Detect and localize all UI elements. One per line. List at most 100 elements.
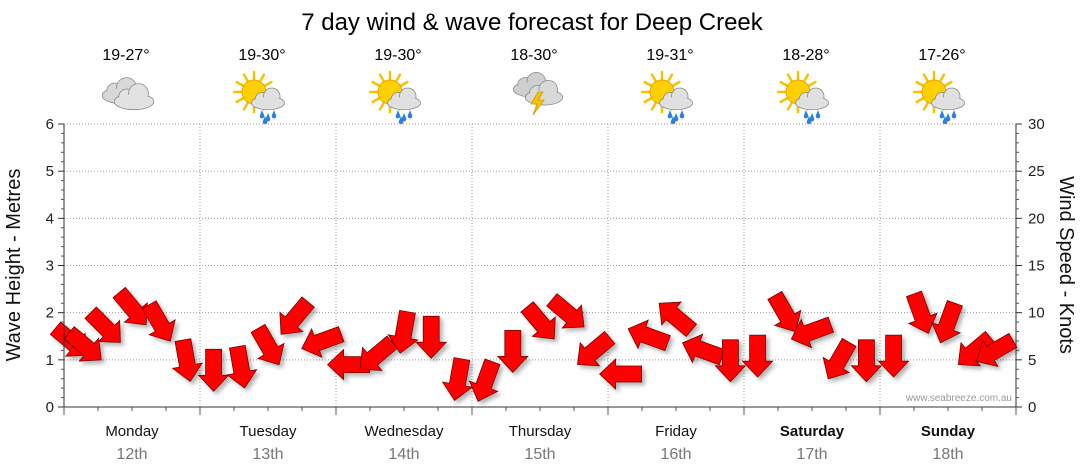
- sun-ray: [371, 97, 380, 104]
- plot-background: [64, 124, 1016, 407]
- wind-arrows: [49, 286, 1018, 402]
- right-tick-label: 0: [1028, 399, 1036, 416]
- left-tick-label: 0: [46, 399, 54, 416]
- wind-arrow: [415, 315, 448, 359]
- day-name-label: Tuesday: [240, 423, 297, 440]
- wind-arrow: [359, 335, 398, 371]
- rain-drop: [673, 113, 679, 122]
- sun-ray: [786, 73, 793, 82]
- wind-arrow: [141, 300, 176, 342]
- sun-ray: [259, 73, 266, 82]
- sun-showers-icon: [640, 70, 693, 125]
- wind-arrow: [250, 323, 285, 366]
- wind-arrow: [741, 334, 774, 378]
- day-name-label: Monday: [105, 423, 159, 440]
- wind-arrow: [976, 332, 1018, 367]
- wind-arrow: [714, 339, 747, 383]
- wind-arrow: [627, 319, 671, 352]
- sun-ray: [378, 102, 385, 111]
- day-date-label: 15th: [524, 446, 555, 463]
- rain-drop: [809, 113, 815, 122]
- wind-arrow: [877, 334, 910, 378]
- sun-ray: [235, 80, 244, 87]
- left-tick-label: 5: [46, 163, 54, 180]
- day-temperature: 19-31°: [646, 47, 693, 64]
- wind-arrow: [767, 290, 802, 333]
- left-tick-label: 6: [46, 116, 54, 133]
- day-temperature: 19-30°: [374, 47, 421, 64]
- sun-ray: [643, 80, 652, 87]
- left-tick-label: 1: [46, 352, 54, 369]
- cloud-shape: [932, 97, 964, 109]
- sun-ray: [786, 102, 793, 111]
- rain-drop: [945, 113, 951, 122]
- wind-arrow: [279, 296, 315, 335]
- day-temperature: 17-26°: [918, 47, 965, 64]
- sun-ray: [371, 80, 380, 87]
- sun-ray: [672, 80, 681, 87]
- wind-arrow: [577, 330, 616, 367]
- sun-ray: [939, 73, 946, 82]
- rain-drop: [262, 116, 268, 125]
- sun-showers-icon: [232, 70, 285, 125]
- wind-arrow: [790, 316, 835, 349]
- wind-arrow: [468, 358, 501, 402]
- sun-ray: [779, 97, 788, 104]
- sun-ray: [808, 80, 817, 87]
- rain-drop: [407, 110, 413, 119]
- sun-ray: [922, 102, 929, 111]
- sun-ray: [650, 73, 657, 82]
- right-tick-label: 15: [1028, 258, 1045, 275]
- day-temperature: 18-30°: [510, 47, 557, 64]
- right-tick-label: 5: [1028, 352, 1036, 369]
- right-axis-title: Wind Speed - Knots: [1055, 176, 1077, 354]
- x-axis-day-labels: Monday 12th Tuesday 13th Wednesday 14th Thursd…: [105, 423, 975, 463]
- sun-ray: [944, 80, 953, 87]
- daily-forecast-row: 19-27° 19-30° 19-30° 18-30° 19-31° 18-28° 17-2…: [101, 47, 966, 125]
- wind-arrow: [931, 300, 963, 344]
- wind-arrow: [441, 357, 474, 401]
- wind-arrow: [520, 301, 556, 340]
- day-temperature: 19-30°: [238, 47, 285, 64]
- thunderstorm-icon: [512, 72, 564, 116]
- sun-ray: [650, 102, 657, 111]
- rain-drop: [939, 110, 945, 119]
- sun-showers-icon: [912, 70, 965, 125]
- sun-ray: [667, 73, 674, 82]
- day-temperature: 19-27°: [102, 47, 149, 64]
- sun-ray: [400, 80, 409, 87]
- sun-ray: [242, 102, 249, 111]
- left-tick-label: 2: [46, 305, 54, 322]
- sun-ray: [779, 80, 788, 87]
- right-tick-label: 20: [1028, 210, 1045, 227]
- cloud-shape: [388, 97, 420, 109]
- wind-arrow: [387, 309, 419, 354]
- rain-drop: [259, 110, 265, 119]
- wind-arrow: [301, 326, 345, 358]
- wind-arrow: [681, 333, 726, 366]
- left-tick-label: 4: [46, 210, 54, 227]
- wind-arrow: [496, 329, 529, 373]
- wind-arrow: [905, 290, 938, 334]
- lightning-bolt: [530, 91, 545, 116]
- day-name-label: Saturday: [780, 423, 845, 440]
- sun-ray: [915, 97, 924, 104]
- day-name-label: Friday: [655, 423, 697, 440]
- rain-drop: [679, 110, 685, 119]
- wind-arrow: [197, 348, 230, 392]
- rain-drop: [815, 110, 821, 119]
- grid-lines: [64, 123, 1016, 407]
- rain-drop: [271, 110, 277, 119]
- wind-arrow: [850, 339, 883, 383]
- day-temperature: 18-28°: [782, 47, 829, 64]
- wind-arrow: [599, 358, 642, 390]
- rain-drop: [942, 116, 948, 125]
- day-name-label: Wednesday: [365, 423, 444, 440]
- day-date-label: 12th: [116, 446, 147, 463]
- day-date-label: 14th: [388, 446, 419, 463]
- minor-ticks: [61, 132, 1019, 415]
- wind-arrow: [84, 306, 121, 343]
- rain-drop: [667, 110, 673, 119]
- wind-arrow: [226, 344, 258, 389]
